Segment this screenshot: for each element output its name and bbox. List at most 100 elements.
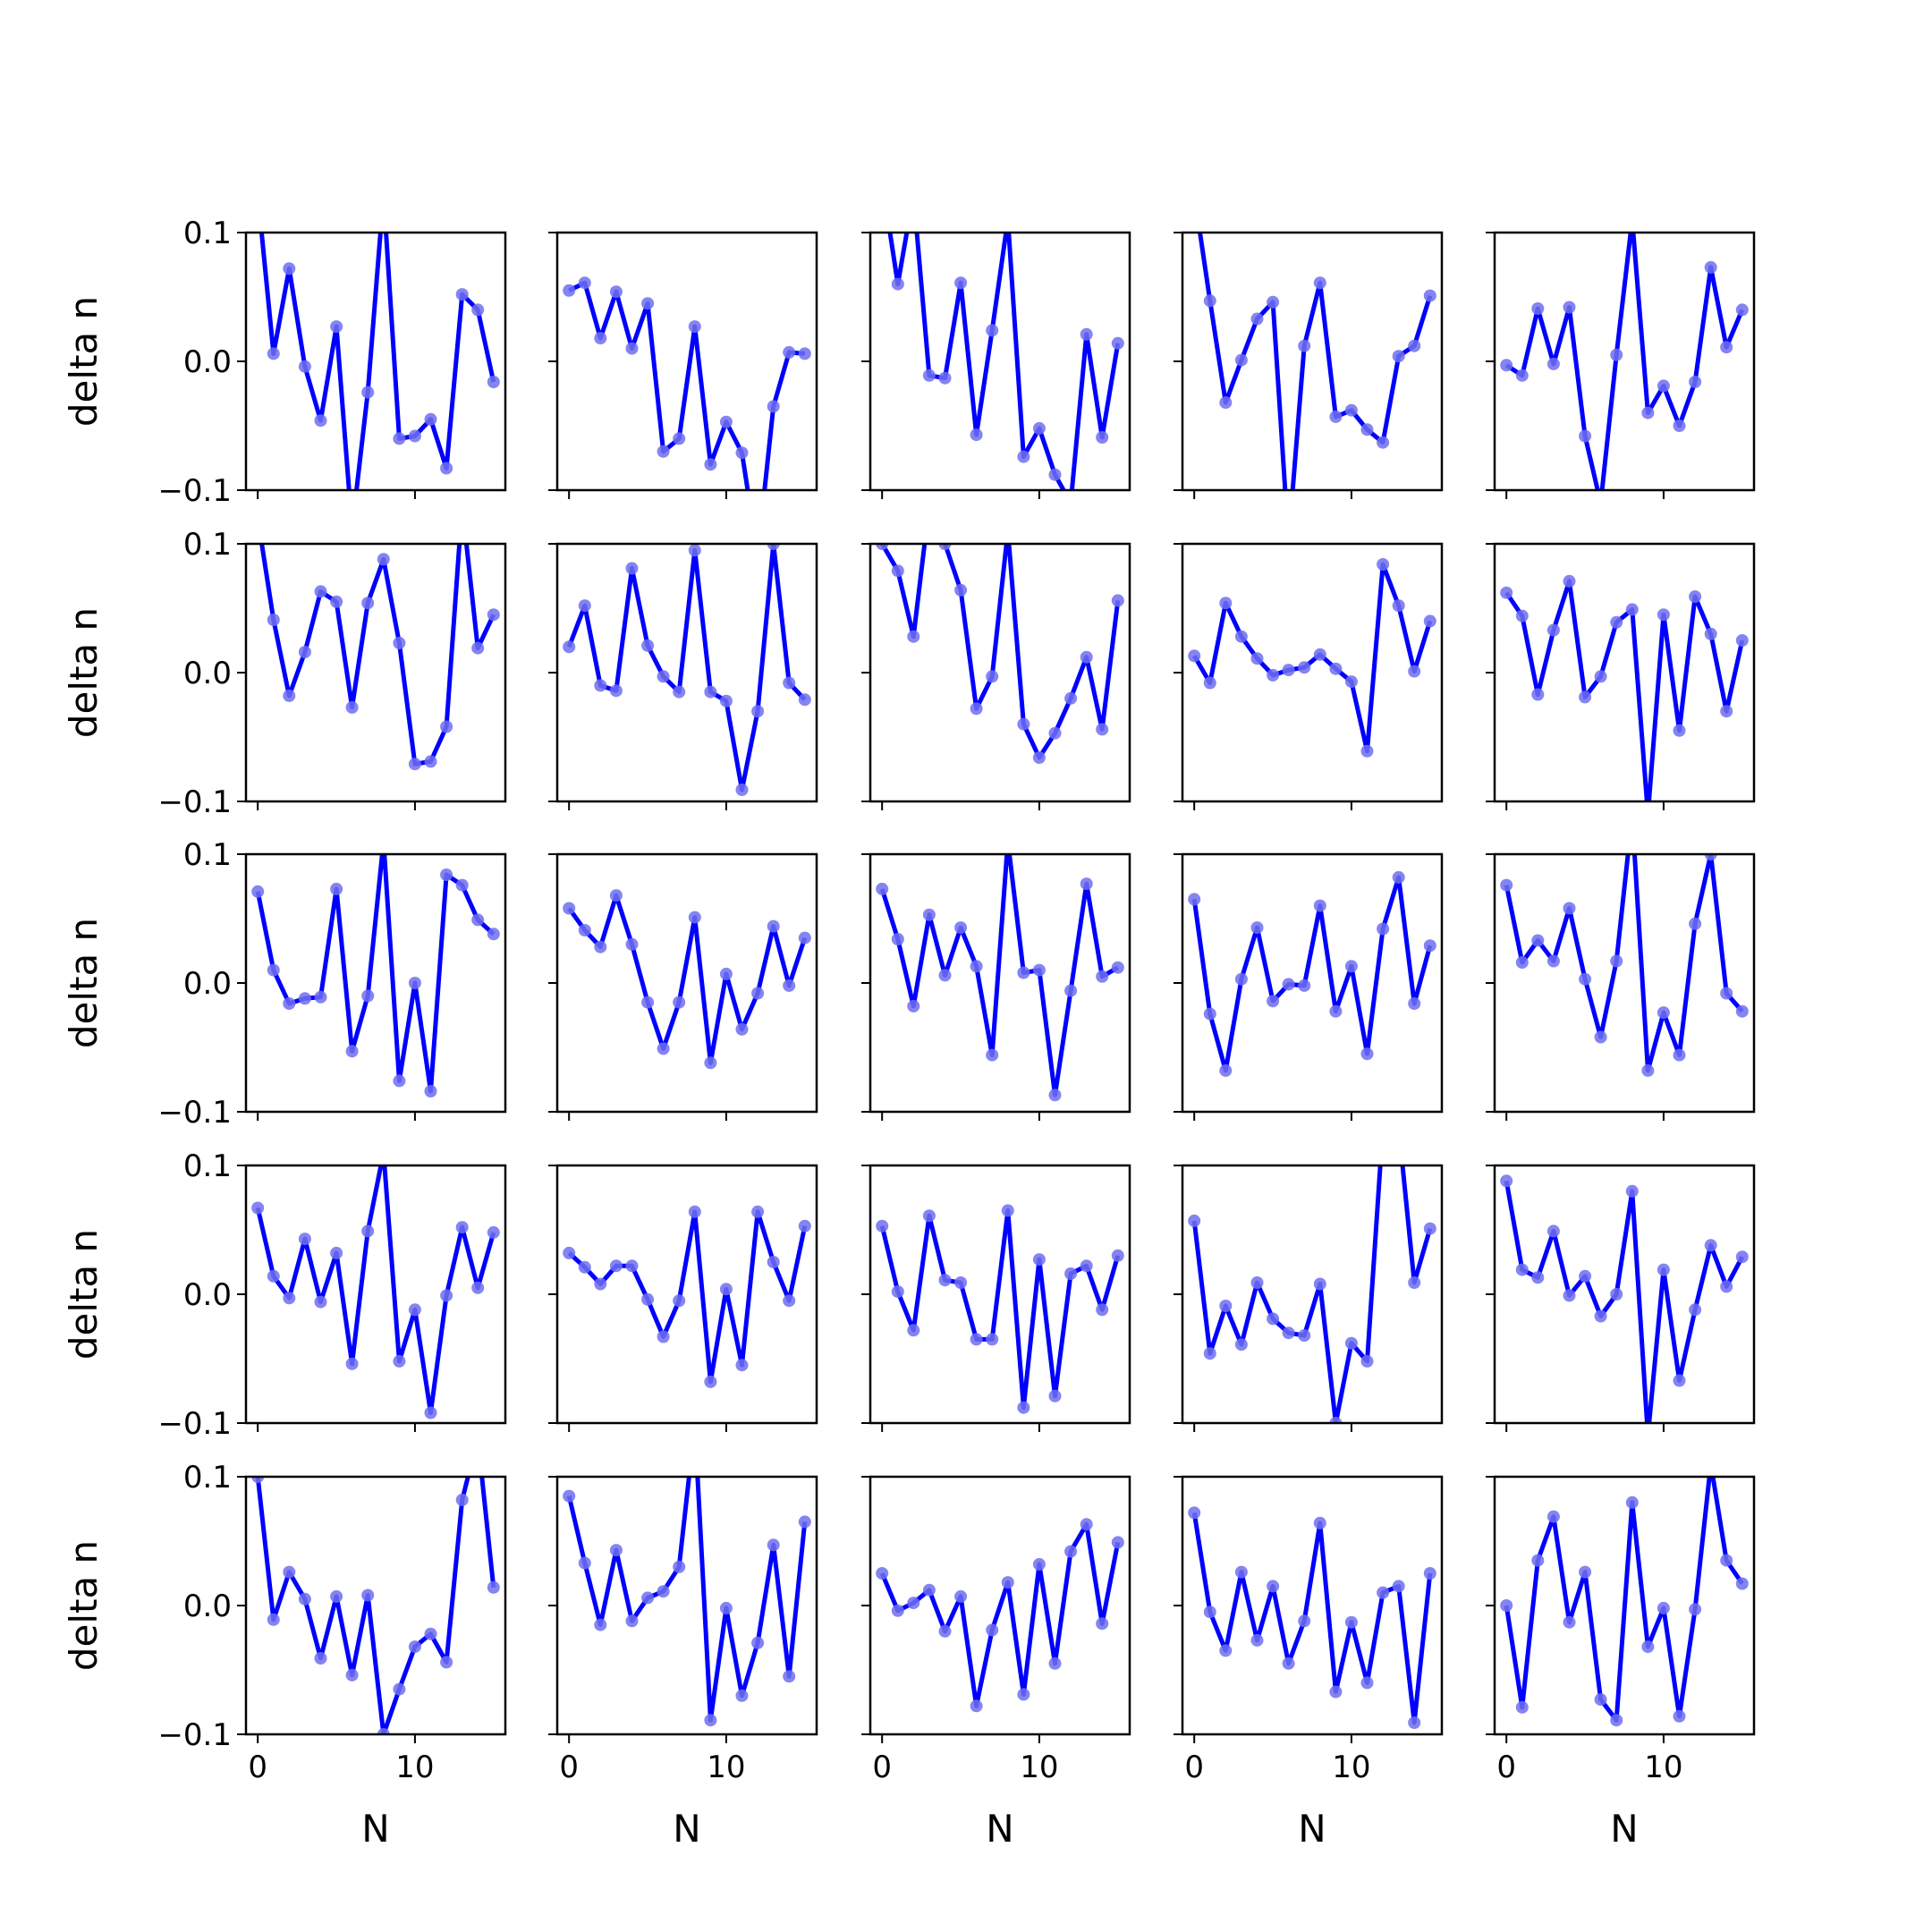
data-point bbox=[1298, 661, 1311, 674]
data-point bbox=[767, 1538, 780, 1552]
plot-area bbox=[259, 499, 500, 771]
data-point bbox=[704, 1714, 717, 1727]
data-point bbox=[1219, 396, 1233, 410]
data-point bbox=[1392, 1580, 1405, 1593]
data-point bbox=[298, 1233, 311, 1246]
data-point bbox=[704, 458, 717, 471]
data-point bbox=[767, 1256, 780, 1268]
data-point bbox=[1377, 436, 1390, 449]
data-point bbox=[594, 1277, 607, 1291]
series-line bbox=[259, 544, 496, 767]
plot-area bbox=[1500, 1477, 1749, 1727]
series-line bbox=[567, 1209, 808, 1385]
data-point bbox=[1720, 341, 1733, 354]
data-point bbox=[330, 882, 343, 895]
plot-area bbox=[887, 233, 1124, 490]
data-point bbox=[1298, 979, 1311, 992]
data-point bbox=[1704, 1239, 1717, 1252]
series-line bbox=[1198, 233, 1433, 490]
data-point bbox=[719, 1283, 733, 1296]
data-point bbox=[923, 499, 936, 512]
y-axis-label: delta n bbox=[62, 918, 106, 1048]
data-point bbox=[1720, 1554, 1733, 1567]
data-point bbox=[330, 595, 343, 608]
data-point bbox=[1080, 1259, 1093, 1273]
data-point bbox=[1423, 1567, 1436, 1580]
plot-area bbox=[563, 544, 811, 796]
data-point bbox=[986, 670, 999, 683]
series-line bbox=[1191, 875, 1433, 1073]
y-tick-label: −0.1 bbox=[157, 1095, 232, 1131]
data-point bbox=[298, 992, 311, 1005]
data-point bbox=[377, 1147, 390, 1159]
plot-area bbox=[1198, 233, 1436, 490]
data-point bbox=[487, 376, 500, 388]
data-point bbox=[657, 445, 670, 458]
x-tick-label: 0 bbox=[872, 1750, 892, 1785]
data-point bbox=[688, 544, 701, 557]
data-point bbox=[907, 1324, 920, 1337]
data-point bbox=[1360, 423, 1374, 436]
data-point bbox=[283, 262, 296, 275]
data-point bbox=[1096, 723, 1109, 736]
data-point bbox=[1313, 899, 1326, 912]
data-point bbox=[798, 693, 811, 707]
data-point bbox=[1064, 984, 1078, 997]
data-point bbox=[1234, 1338, 1248, 1352]
data-point bbox=[1360, 1047, 1374, 1061]
data-point bbox=[986, 324, 999, 337]
data-point bbox=[1344, 403, 1358, 417]
data-point bbox=[563, 1489, 576, 1503]
data-point bbox=[1594, 1693, 1607, 1707]
data-point bbox=[938, 371, 952, 385]
subplot-5-2: 0 10N bbox=[548, 1475, 818, 1851]
data-point bbox=[578, 276, 591, 290]
plot-area bbox=[1188, 558, 1436, 758]
data-point bbox=[767, 400, 780, 413]
data-point bbox=[1531, 1554, 1545, 1567]
data-point bbox=[1689, 1603, 1702, 1616]
data-point bbox=[1377, 1121, 1389, 1133]
data-point bbox=[970, 1333, 983, 1346]
series-line bbox=[567, 893, 808, 1065]
x-tick-label: 10 bbox=[1644, 1750, 1682, 1785]
data-point bbox=[267, 1613, 280, 1626]
data-point bbox=[1563, 574, 1576, 588]
data-point bbox=[345, 1668, 359, 1682]
series-line bbox=[880, 544, 1121, 760]
data-point bbox=[298, 1592, 311, 1606]
data-point bbox=[1344, 1615, 1358, 1629]
data-point bbox=[1392, 599, 1405, 613]
subplot-3-5 bbox=[1486, 852, 1756, 1121]
data-point bbox=[938, 969, 952, 982]
data-point bbox=[345, 1357, 359, 1370]
data-point bbox=[922, 1583, 936, 1597]
x-tick-label: 0 bbox=[248, 1750, 267, 1785]
data-point bbox=[563, 1246, 576, 1259]
data-point bbox=[1735, 1577, 1749, 1590]
data-point bbox=[1203, 676, 1216, 690]
data-point bbox=[1515, 609, 1529, 623]
data-point bbox=[1032, 963, 1046, 977]
data-point bbox=[1032, 1253, 1046, 1267]
data-point bbox=[455, 288, 469, 301]
data-point bbox=[314, 414, 327, 428]
data-point bbox=[1673, 1374, 1686, 1387]
data-point bbox=[1408, 665, 1421, 678]
data-point bbox=[471, 913, 485, 927]
data-point bbox=[578, 924, 591, 936]
data-point bbox=[1423, 614, 1436, 628]
data-point bbox=[361, 989, 375, 1003]
data-point bbox=[1203, 1347, 1216, 1360]
data-point bbox=[783, 676, 796, 690]
data-point bbox=[1080, 650, 1093, 664]
data-point bbox=[1625, 603, 1639, 616]
data-point bbox=[267, 963, 280, 977]
data-point bbox=[1546, 623, 1560, 637]
data-point bbox=[283, 1292, 296, 1305]
data-point bbox=[456, 499, 469, 512]
data-point bbox=[625, 1614, 639, 1628]
data-point bbox=[408, 758, 421, 771]
x-tick-label: 10 bbox=[1332, 1750, 1370, 1785]
data-point bbox=[1546, 357, 1560, 370]
